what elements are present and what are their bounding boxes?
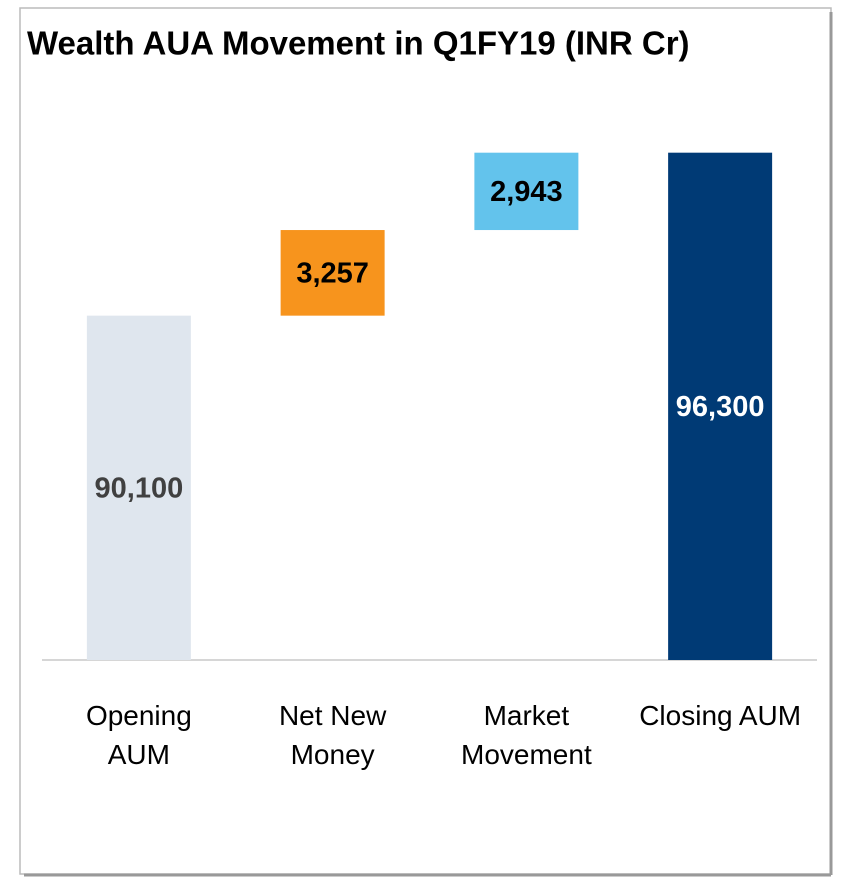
value-label: 90,100 <box>95 472 184 504</box>
bar <box>668 152 773 660</box>
value-label: 3,257 <box>296 258 369 290</box>
x-tick-label: Market Movement <box>461 700 592 770</box>
value-label: 96,300 <box>676 391 765 423</box>
value-label: 2,943 <box>490 176 563 208</box>
x-tick-label: Net New Money <box>279 700 387 770</box>
x-tick-label-line: Opening <box>86 700 192 731</box>
x-tick-label: Opening AUM <box>86 700 192 770</box>
x-tick-label-line: Closing AUM <box>639 700 801 731</box>
x-tick-label-line: Movement <box>461 739 592 770</box>
bar <box>280 230 385 316</box>
x-tick-label: Closing AUM <box>639 700 801 731</box>
x-tick-label-line: AUM <box>108 739 170 770</box>
x-tick-label-line: Net New <box>279 700 387 731</box>
bar <box>474 152 579 231</box>
x-tick-label-line: Market <box>484 700 570 731</box>
chart-title: Wealth AUA Movement in Q1FY19 (INR Cr) <box>27 25 690 62</box>
bar <box>86 315 191 660</box>
x-tick-label-line: Money <box>291 739 375 770</box>
